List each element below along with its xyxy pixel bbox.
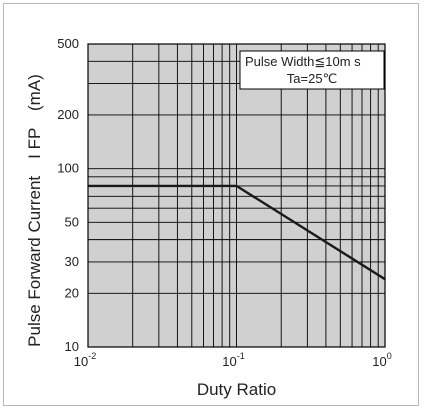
y-tick-label: 500 — [57, 36, 79, 51]
y-axis-title: Pulse Forward Current I FP (mA) — [25, 74, 44, 347]
y-tick-label: 20 — [65, 285, 79, 300]
x-tick-label: 10-1 — [222, 351, 244, 369]
y-tick-label: 50 — [65, 214, 79, 229]
x-tick-label: 10-2 — [74, 351, 96, 369]
annotation-temperature: Ta=25℃ — [287, 71, 337, 86]
x-tick-labels: 10-2 10-1 100 — [74, 351, 392, 369]
series-line-current-vs-duty — [88, 184, 386, 281]
figure-frame — [3, 3, 419, 406]
annotation-box-frame — [239, 50, 385, 90]
y-tick-label: 200 — [57, 107, 79, 122]
annotation-pulse-width: Pulse Width≦10m s — [245, 54, 361, 69]
y-tick-label: 100 — [57, 161, 79, 176]
y-tick-label: 30 — [65, 254, 79, 269]
x-axis-title: Duty Ratio — [197, 380, 276, 399]
y-tick-label: 10 — [65, 339, 79, 354]
annotation-box: Pulse Width≦10m s Ta=25℃ — [239, 50, 385, 90]
y-tick-labels: 10 20 30 50 100 200 500 — [57, 36, 79, 354]
grid-lines — [88, 44, 385, 347]
x-tick-label: 100 — [372, 351, 391, 369]
plot-border — [87, 43, 386, 348]
